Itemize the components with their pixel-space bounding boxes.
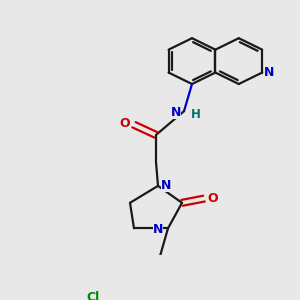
Text: N: N [161,179,171,192]
Text: O: O [120,117,130,130]
Text: N: N [153,223,163,236]
Text: H: H [191,108,201,121]
Text: N: N [264,66,274,79]
Text: O: O [208,192,218,205]
Text: Cl: Cl [86,291,99,300]
Text: N: N [171,106,181,118]
